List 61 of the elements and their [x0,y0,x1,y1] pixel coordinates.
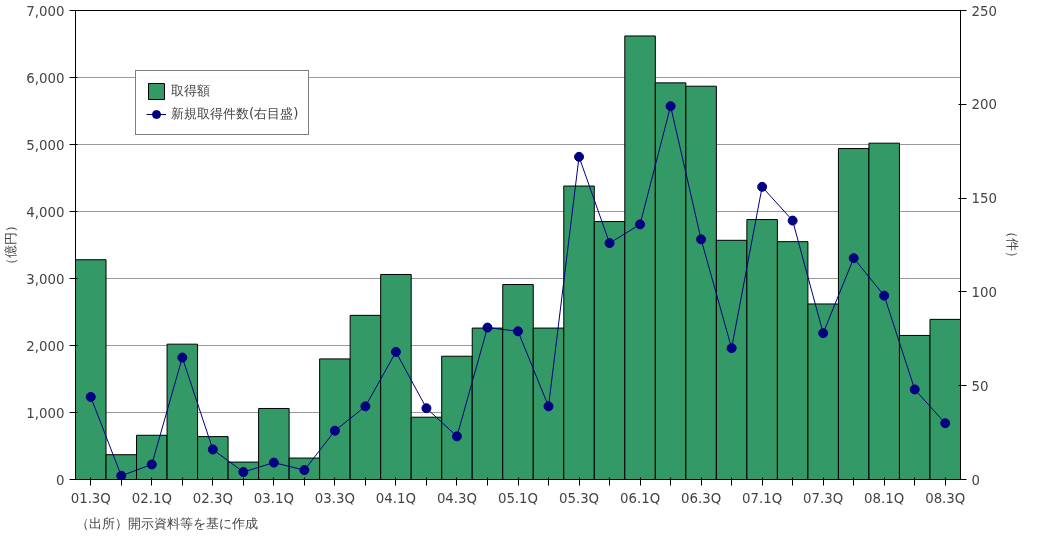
point [909,384,920,395]
point [513,326,523,337]
point [604,238,615,249]
y-tick-label: 3,000 [26,271,65,287]
point [421,403,432,414]
x-tick-label: 05.1Q [497,490,539,506]
legend-label: 取得額 [171,82,210,100]
point [146,459,157,470]
point [787,215,798,226]
x-tick-label: 08.1Q [864,490,905,506]
point [635,219,646,230]
x-tick-label: 02.1Q [131,490,172,506]
point [726,343,737,354]
y2-tick-label: 100 [971,284,997,300]
point [757,181,768,192]
y-axis-title: （億円） [3,219,19,271]
y2-tick-label: 150 [971,191,997,207]
x-tick-label: 06.1Q [619,490,661,506]
point [268,457,279,468]
x-tick-label: 08.3Q [925,490,966,506]
x-tick-label: 03.3Q [314,490,355,506]
x-tick-label: 03.1Q [253,490,294,506]
x-tick-label: 04.1Q [375,490,417,506]
x-tick-label: 02.3Q [192,490,233,506]
y2-tick-label: 200 [971,97,997,113]
y2-axis-title: （件） [1004,225,1020,265]
point [85,391,96,402]
x-tick-label: 06.3Q [681,490,722,506]
point [879,290,890,301]
point [177,352,188,363]
x-tick-label: 07.3Q [803,490,844,506]
point [360,401,371,412]
y-tick-label: 1,000 [26,405,65,421]
point [940,418,951,429]
y-tick-label: 7,000 [26,3,65,19]
y-tick-label: 4,000 [26,204,65,220]
y-tick-label: 6,000 [26,70,65,86]
point [451,431,462,442]
point [482,322,493,333]
y-tick-label: 2,000 [26,338,65,354]
x-tick-label: 05.3Q [558,490,600,506]
point [818,328,829,339]
point [543,401,554,412]
y-tick-label: 0 [56,472,65,488]
x-tick-label: 01.3Q [70,490,111,506]
y2-tick-label: 250 [971,3,997,19]
point [848,253,859,264]
point [390,346,401,357]
point [574,151,585,162]
y-tick-label: 5,000 [26,137,65,153]
point [329,425,340,436]
point [116,470,127,480]
point [207,444,218,455]
point [696,234,707,245]
text: （出所）開示資料等を基に作成 [75,515,258,531]
point [665,101,676,112]
x-tick-label: 07.1Q [742,490,783,506]
y2-tick-label: 0 [971,472,980,488]
y2-tick-label: 50 [971,378,989,394]
legend-label: 新規取得件数(右目盛) [171,105,299,123]
x-tick-label: 04.3Q [436,490,478,506]
